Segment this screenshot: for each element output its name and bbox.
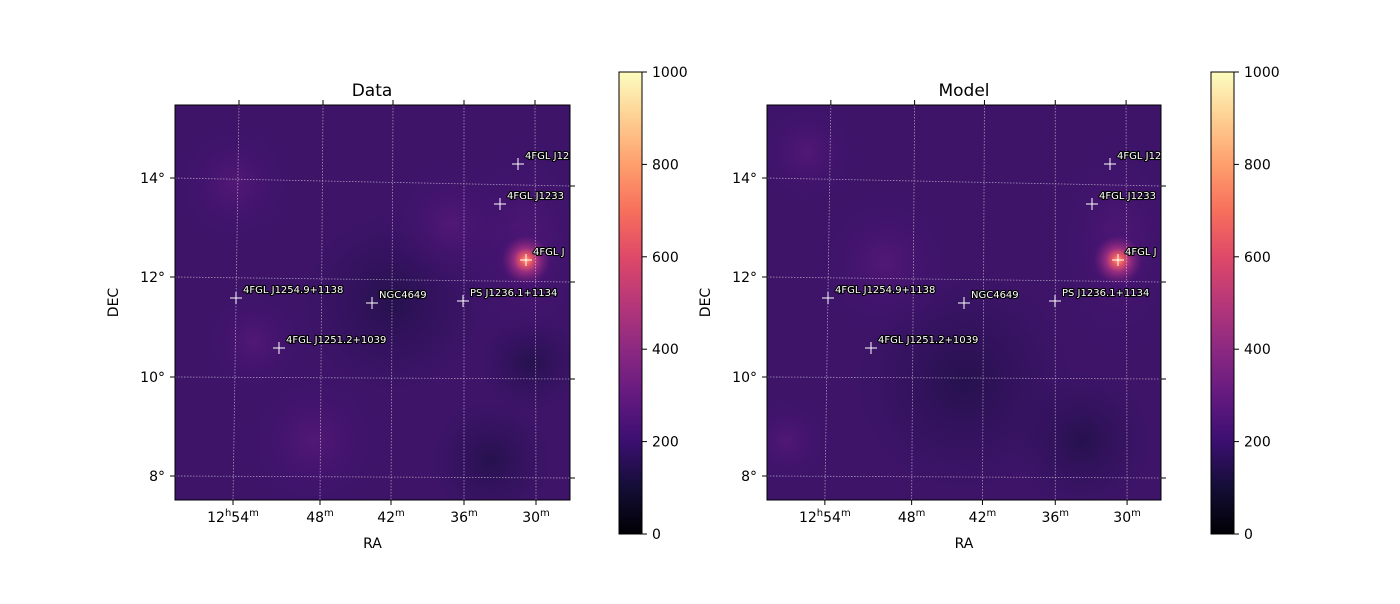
x-tick-label: 42m: [969, 508, 997, 526]
source-label: NGC4649: [379, 290, 427, 301]
source-marker: [230, 292, 242, 304]
heatmap-texture: [767, 390, 837, 491]
source-label: 4FGL J1233: [1099, 191, 1156, 202]
y-tick-label: 12°: [140, 270, 165, 286]
source-label: 4FGL J1251.2+1039: [878, 335, 978, 346]
heatmap-texture: [805, 183, 966, 343]
grid-line-dec: [766, 276, 1162, 283]
source-marker: [822, 292, 834, 304]
colorbar-tick-label: 800: [652, 157, 679, 173]
axes-frame: [174, 104, 571, 501]
x-tick-label: 42m: [377, 508, 405, 526]
grid-line-dec: [766, 475, 1162, 479]
colorbar-tick-label: 600: [652, 250, 679, 266]
source-label: 4FGL J: [533, 247, 565, 258]
source-marker: [958, 297, 970, 309]
y-tick-label: 10°: [140, 370, 165, 386]
y-tick-label: 8°: [741, 469, 757, 485]
y-tick-label: 12°: [732, 270, 757, 286]
source-label: 4FGL J1254.9+1138: [835, 285, 935, 296]
colorbar-tick-label: 800: [1244, 157, 1271, 173]
source-marker: [865, 342, 877, 354]
x-tick-label: 36m: [1041, 508, 1069, 526]
colorbar: [1210, 71, 1235, 535]
x-tick-label: 30m: [1113, 508, 1141, 526]
colorbar-tick-label: 0: [652, 527, 661, 543]
source-markers: 4FGL J12 4FGL J1233 4FGL J 4FGL J1254.9+113…: [230, 150, 570, 354]
y-axis-label: DEC: [106, 288, 122, 318]
heatmap-image: [175, 105, 570, 500]
x-tick-label: 48m: [898, 508, 926, 526]
source-label: NGC4649: [971, 290, 1019, 301]
heatmap-texture: [431, 400, 551, 500]
source-markers: 4FGL J12 4FGL J1233 4FGL J 4FGL J1254.9+113…: [822, 150, 1161, 354]
colorbar: [618, 71, 643, 535]
source-marker: [273, 342, 285, 354]
source-marker: [520, 254, 532, 266]
source-marker: [457, 295, 469, 307]
axes-frame: [766, 104, 1162, 501]
source-label: PS J1236.1+1134: [470, 288, 557, 299]
grid-line-dec: [766, 376, 1162, 380]
source-marker: [366, 297, 378, 309]
heatmap-texture: [175, 114, 305, 254]
heatmap-texture: [194, 282, 314, 402]
colorbar-tick-label: 1000: [1244, 65, 1280, 81]
chart-title: Data: [352, 81, 393, 101]
source-marker: [1104, 158, 1116, 170]
colorbar-tick-label: 200: [652, 435, 679, 451]
source-marker: [1049, 295, 1061, 307]
colorbar-tick-label: 1000: [652, 65, 688, 81]
source-marker: [1112, 254, 1124, 266]
x-tick-label: 12h54m: [799, 508, 851, 526]
y-axis-label: DEC: [698, 288, 714, 318]
colorbar-tick-label: 0: [1244, 527, 1253, 543]
source-marker: [494, 198, 506, 210]
source-label: 4FGL J12: [525, 151, 569, 162]
x-tick-label: 36m: [450, 508, 478, 526]
source-label: 4FGL J12: [1117, 151, 1161, 162]
y-tick-label: 10°: [732, 370, 757, 386]
source-label: 4FGL J1254.9+1138: [243, 285, 343, 296]
x-axis-label: RA: [955, 536, 974, 552]
grid-line-dec: [766, 177, 1162, 187]
source-label: PS J1236.1+1134: [1062, 288, 1149, 299]
x-tick-label: 12h54m: [207, 508, 259, 526]
x-tick-label: 30m: [522, 508, 550, 526]
source-label: 4FGL J1233: [507, 191, 564, 202]
x-tick-label: 48m: [306, 508, 334, 526]
panel-model: 12h54m 48m 42m 36m 30m 14° 12° 10° 8° Model RA DEC 4…: [698, 65, 1280, 552]
y-tick-label: 14°: [140, 171, 165, 187]
source-marker: [512, 158, 524, 170]
source-label: 4FGL J1251.2+1039: [286, 335, 386, 346]
source-label: 4FGL J: [1125, 247, 1157, 258]
source-marker: [1086, 198, 1098, 210]
colorbar-tick-label: 400: [652, 342, 679, 358]
y-tick-label: 8°: [149, 469, 165, 485]
panel-data: 12h54m 48m 42m 36m 30m 14° 12° 10° 8° Data RA DEC 4F…: [106, 65, 688, 552]
colorbar-tick-label: 200: [1244, 435, 1271, 451]
chart-title: Model: [938, 81, 989, 101]
heatmap-image: [767, 105, 1161, 500]
heatmap-texture: [767, 105, 867, 213]
colorbar-tick-label: 400: [1244, 342, 1271, 358]
x-axis-label: RA: [363, 536, 382, 552]
colorbar-tick-label: 600: [1244, 250, 1271, 266]
y-tick-label: 14°: [732, 171, 757, 187]
heatmap-texture: [1012, 370, 1153, 500]
